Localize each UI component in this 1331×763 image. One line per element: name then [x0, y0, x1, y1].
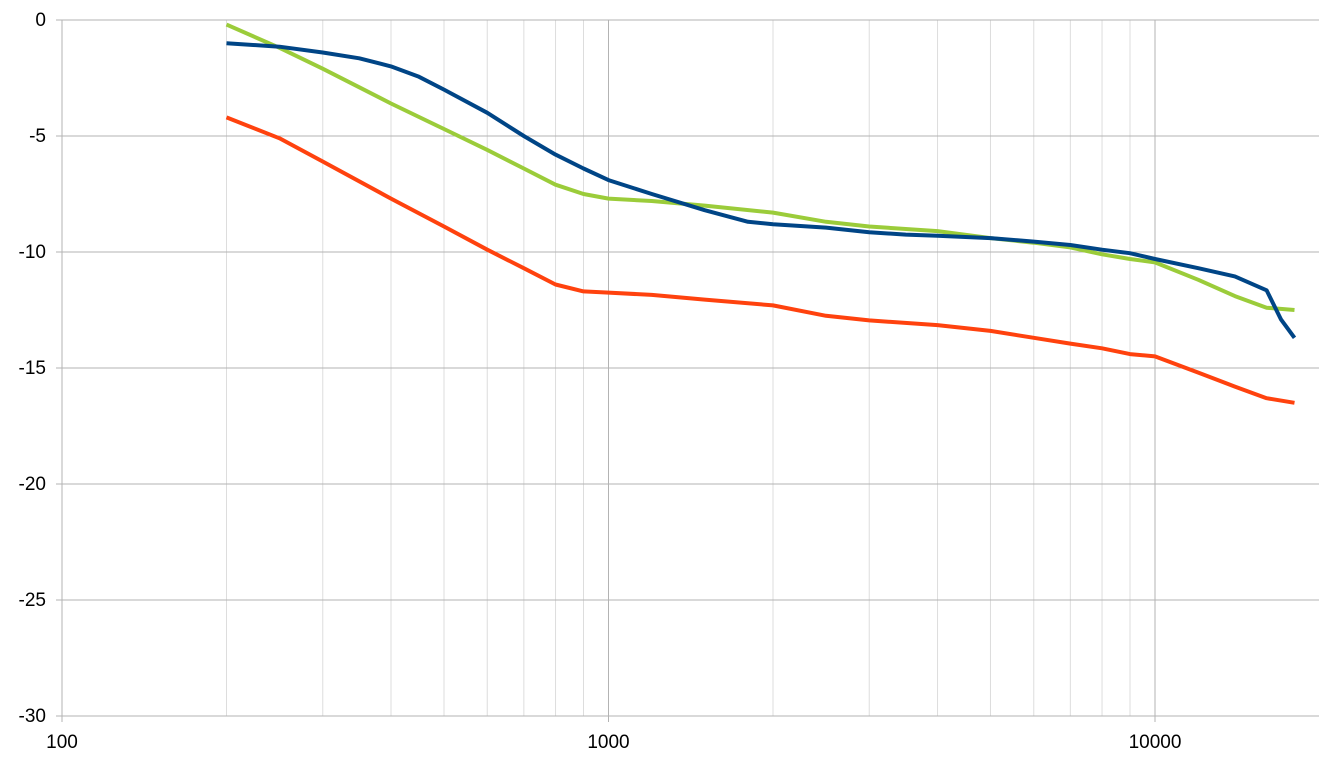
series-lines: [225, 22, 1297, 405]
series-line-2: [226, 41, 1297, 339]
series-line-3: [225, 115, 1295, 405]
y-tick-label: -10: [19, 242, 46, 263]
y-tick-label: 0: [35, 10, 46, 31]
x-axis-tick-labels: 100 1000 10000: [46, 732, 1181, 753]
y-tick-label: -30: [19, 706, 46, 727]
series-line-1: [225, 22, 1295, 312]
y-tick-label: -25: [19, 590, 46, 611]
x-tick-label: 100: [46, 732, 78, 753]
x-tick-label: 1000: [587, 732, 629, 753]
y-axis-tick-labels: 0 -5 -10 -15 -20 -25 -30: [19, 10, 46, 727]
x-tick-label: 10000: [1129, 732, 1182, 753]
y-tick-label: -5: [29, 126, 46, 147]
axes: [56, 19, 1319, 722]
y-tick-label: -15: [19, 358, 46, 379]
y-tick-label: -20: [19, 474, 46, 495]
